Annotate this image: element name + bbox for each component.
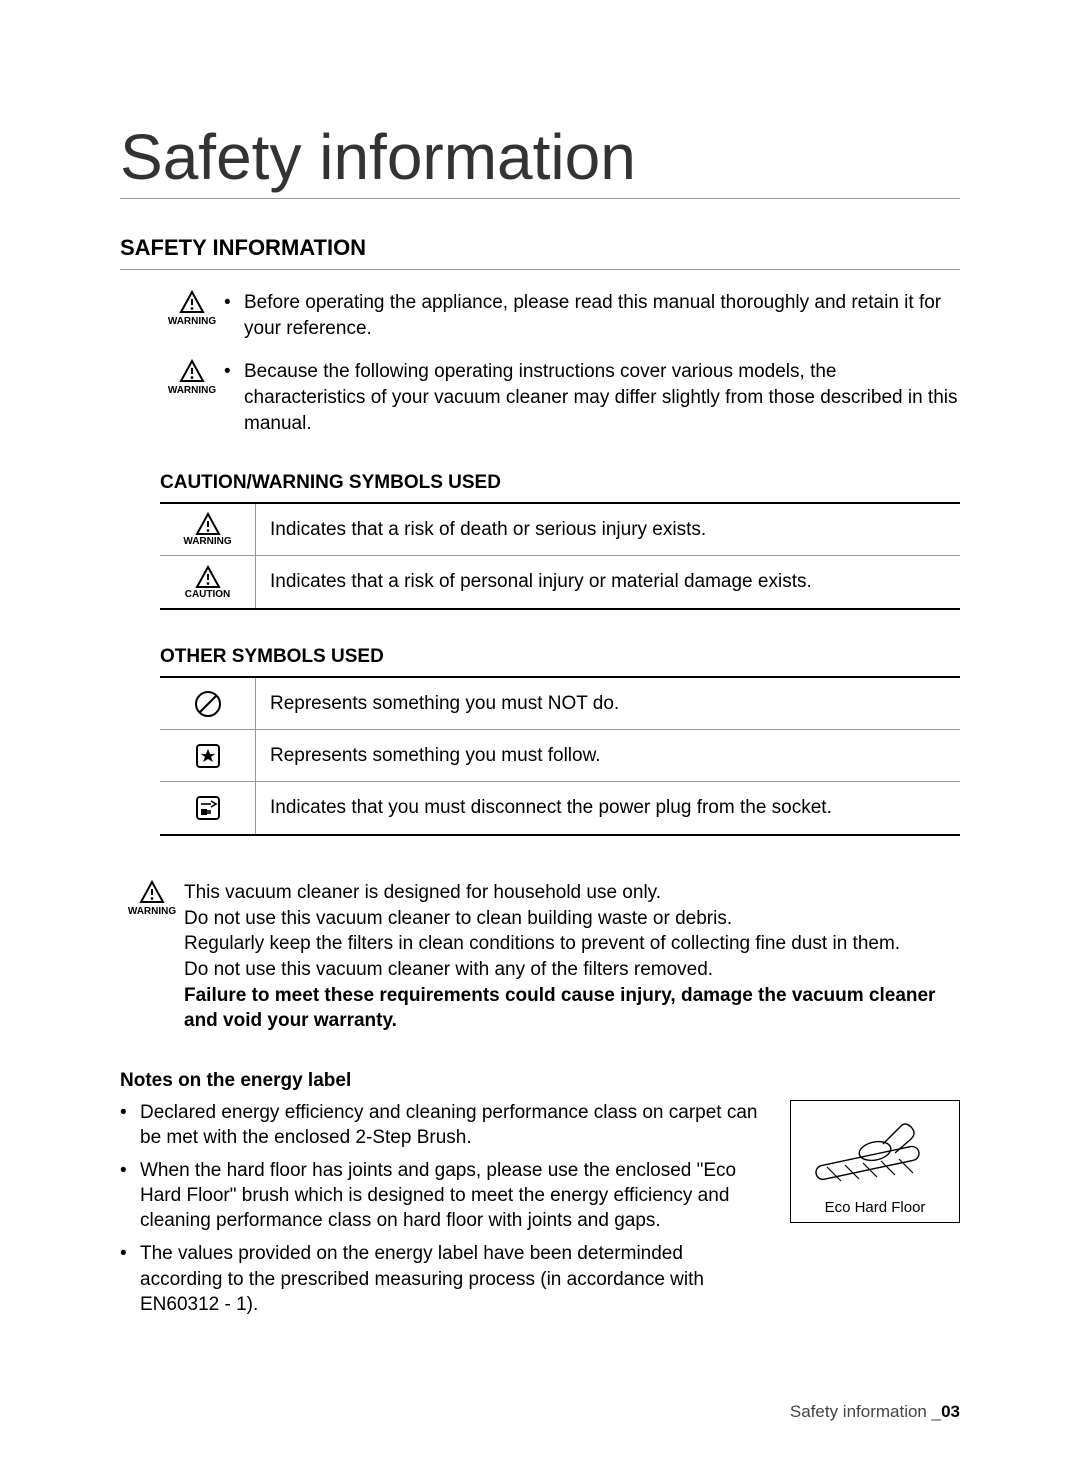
- intro-warning-block: WARNING • Because the following operatin…: [160, 359, 960, 436]
- warning-icon: WARNING: [160, 504, 256, 555]
- bullet-dot-icon: •: [120, 1158, 140, 1233]
- notes-bullet: • Declared energy efficiency and cleanin…: [120, 1100, 770, 1150]
- notes-bullet-text: The values provided on the energy label …: [140, 1241, 770, 1316]
- other-symbols-table: Represents something you must NOT do. Re…: [160, 676, 960, 836]
- notes-bullet: • When the hard floor has joints and gap…: [120, 1158, 770, 1233]
- warning-label: WARNING: [168, 385, 216, 396]
- footer-page-number: 03: [941, 1402, 960, 1421]
- table-row-desc: Indicates that a risk of personal injury…: [256, 556, 960, 608]
- bullet-dot-icon: •: [224, 290, 244, 341]
- notes-bullet-text: When the hard floor has joints and gaps,…: [140, 1158, 770, 1233]
- caution-icon: CAUTION: [160, 556, 256, 608]
- icon-label: WARNING: [183, 536, 231, 547]
- notes-bullet-text: Declared energy efficiency and cleaning …: [140, 1100, 770, 1150]
- intro-warning-block: WARNING • Before operating the appliance…: [160, 290, 960, 341]
- mid-warning-line: Regularly keep the filters in clean cond…: [184, 931, 960, 957]
- footer-label: Safety information _: [790, 1402, 941, 1421]
- table-row-desc: Represents something you must NOT do.: [256, 678, 960, 729]
- mid-warning-line: This vacuum cleaner is designed for hous…: [184, 880, 960, 906]
- intro-bullet-1: • Before operating the appliance, please…: [224, 290, 960, 341]
- notes-bullet: • The values provided on the energy labe…: [120, 1241, 770, 1316]
- page-footer: Safety information _03: [790, 1402, 960, 1422]
- mid-warning-block: WARNING This vacuum cleaner is designed …: [120, 880, 960, 1034]
- page-hero-title: Safety information: [120, 120, 960, 199]
- bullet-dot-icon: •: [120, 1100, 140, 1150]
- eco-hard-floor-figure: Eco Hard Floor: [790, 1100, 960, 1223]
- unplug-icon: [160, 782, 256, 834]
- mid-warning-line: Do not use this vacuum cleaner to clean …: [184, 906, 960, 932]
- table-row: WARNING Indicates that a risk of death o…: [160, 504, 960, 556]
- warning-label: WARNING: [168, 316, 216, 327]
- section-divider: [120, 269, 960, 270]
- caution-warning-table: WARNING Indicates that a risk of death o…: [160, 502, 960, 610]
- warning-icon: WARNING: [160, 290, 224, 327]
- table-row-desc: Indicates that a risk of death or seriou…: [256, 504, 960, 555]
- notes-heading: Notes on the energy label: [120, 1070, 960, 1092]
- intro-bullet-2: • Because the following operating instru…: [224, 359, 960, 436]
- icon-label: CAUTION: [185, 589, 231, 600]
- warning-icon: WARNING: [160, 359, 224, 396]
- brush-illustration-icon: [805, 1111, 945, 1191]
- table-row: Indicates that you must disconnect the p…: [160, 782, 960, 834]
- mid-warning-line: Do not use this vacuum cleaner with any …: [184, 957, 960, 983]
- mid-warning-text: This vacuum cleaner is designed for hous…: [184, 880, 960, 1034]
- intro-bullet-1-text: Before operating the appliance, please r…: [244, 290, 960, 341]
- mid-warning-bold: Failure to meet these requirements could…: [184, 983, 960, 1034]
- table-row: CAUTION Indicates that a risk of persona…: [160, 556, 960, 608]
- table-row: Represents something you must follow.: [160, 730, 960, 782]
- bullet-dot-icon: •: [224, 359, 244, 436]
- warning-icon: WARNING: [120, 880, 184, 917]
- table-row-desc: Represents something you must follow.: [256, 730, 960, 781]
- table-row-desc: Indicates that you must disconnect the p…: [256, 782, 960, 834]
- notes-list: • Declared energy efficiency and cleanin…: [120, 1100, 770, 1325]
- section-heading: SAFETY INFORMATION: [120, 235, 960, 261]
- figure-caption: Eco Hard Floor: [799, 1199, 951, 1216]
- warning-label: WARNING: [128, 906, 176, 917]
- other-symbols-heading: OTHER SYMBOLS USED: [160, 646, 960, 668]
- table-row: Represents something you must NOT do.: [160, 678, 960, 730]
- star-box-icon: [160, 730, 256, 781]
- prohibit-icon: [160, 678, 256, 729]
- bullet-dot-icon: •: [120, 1241, 140, 1316]
- intro-bullet-2-text: Because the following operating instruct…: [244, 359, 960, 436]
- caution-warning-heading: CAUTION/WARNING SYMBOLS USED: [160, 472, 960, 494]
